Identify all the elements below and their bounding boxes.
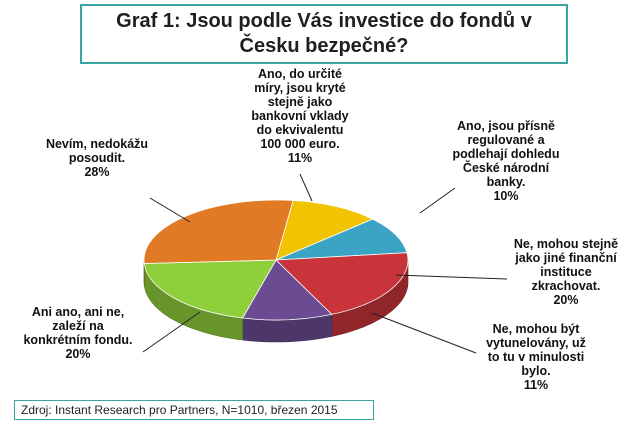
- slice-label-5-line-1: posoudit.: [69, 151, 125, 165]
- slice-label-1-line-3: České národní: [463, 160, 550, 175]
- source-note: Zdroj: Instant Research pro Partners, N=…: [14, 400, 374, 420]
- leader-line-1: [419, 187, 456, 214]
- pie-slice-3: [241, 259, 333, 321]
- chart-title: Graf 1: Jsou podle Vás investice do fond…: [116, 10, 532, 57]
- slice-percent-label-3: 11%: [524, 378, 548, 392]
- slice-label-0-line-1: míry, jsou kryté: [254, 81, 346, 95]
- slice-label-2-line-0: Ne, mohou stejně: [514, 237, 618, 251]
- slice-label-1-line-2: podlehají dohledu: [453, 147, 560, 161]
- slice-label-0-line-5: 100 000 euro.: [260, 137, 339, 151]
- slice-label-2-line-2: instituce: [540, 265, 591, 279]
- slice-percent-label-5: 28%: [84, 165, 109, 179]
- leader-line-0: [299, 173, 313, 202]
- pie-slice-1: [275, 218, 408, 261]
- slice-label-1-line-4: banky.: [487, 175, 526, 189]
- slice-label-4-line-0: Ani ano, ani ne,: [32, 305, 124, 319]
- slice-label-1-line-0: Ano, jsou přísně: [457, 119, 555, 133]
- slice-label-1-line-1: regulované a: [467, 133, 545, 147]
- slice-label-0-line-2: stejně jako: [268, 95, 333, 109]
- chart-title-box: Graf 1: Jsou podle Vás investice do fond…: [80, 4, 568, 64]
- slice-label-5-line-0: Nevím, nedokážu: [46, 137, 148, 151]
- slice-label-3-line-1: vytunelovány, už: [486, 336, 586, 350]
- pie-slice-2: [275, 252, 409, 315]
- slice-label-0-line-0: Ano, do určité: [258, 67, 342, 81]
- leader-line-2: [395, 274, 508, 280]
- slice-label-0-line-4: do ekvivalentu: [257, 123, 344, 137]
- slice-percent-label-2: 20%: [553, 293, 578, 307]
- pie-slice-4: [143, 259, 277, 319]
- slice-label-2-line-3: zkrachovat.: [532, 279, 601, 293]
- leader-line-5: [149, 197, 191, 223]
- slice-percent-label-0: 11%: [288, 151, 312, 165]
- pie-slice-0: [275, 200, 374, 261]
- slice-label-0-line-3: bankovní vklady: [251, 109, 348, 123]
- leader-line-3: [371, 312, 477, 354]
- slice-percent-label-1: 10%: [493, 189, 518, 203]
- leader-line-4: [142, 311, 201, 353]
- slice-label-4-line-1: zaleží na: [52, 319, 104, 333]
- slice-label-3-line-0: Ne, mohou být: [493, 322, 581, 336]
- slice-label-2-line-1: jako jiné finanční: [514, 251, 617, 265]
- pie-slices: [143, 199, 409, 321]
- slice-label-3-line-3: bylo.: [521, 364, 550, 378]
- slice-label-3-line-2: to tu v minulosti: [488, 350, 585, 364]
- slice-label-4-line-2: konkrétním fondu.: [23, 333, 132, 347]
- slice-percent-label-4: 20%: [65, 347, 90, 361]
- pie-slice-5: [143, 199, 294, 264]
